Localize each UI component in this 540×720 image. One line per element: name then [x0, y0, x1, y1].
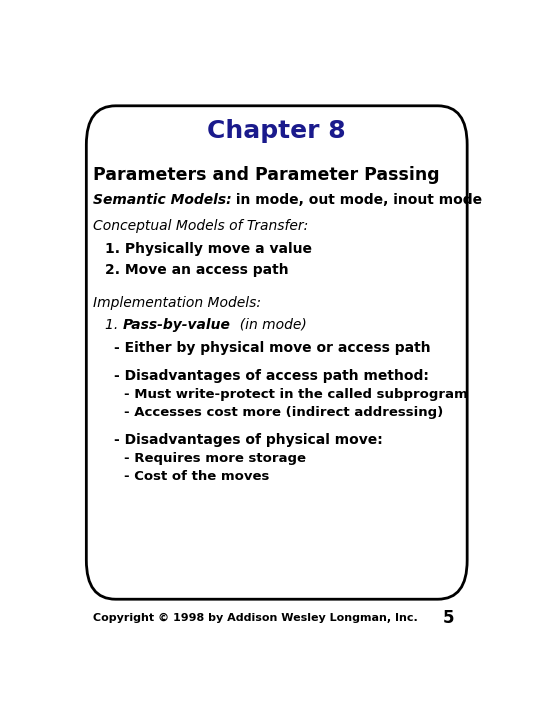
Text: (in mode): (in mode)	[231, 318, 306, 332]
Text: Conceptual Models of Transfer:: Conceptual Models of Transfer:	[93, 219, 308, 233]
Text: - Cost of the moves: - Cost of the moves	[124, 470, 269, 483]
FancyBboxPatch shape	[86, 106, 467, 599]
Text: in mode, out mode, inout mode: in mode, out mode, inout mode	[231, 193, 482, 207]
Text: Semantic Models:: Semantic Models:	[93, 193, 231, 207]
Text: Parameters and Parameter Passing: Parameters and Parameter Passing	[93, 166, 439, 184]
Text: - Disadvantages of physical move:: - Disadvantages of physical move:	[113, 433, 382, 447]
Text: 2. Move an access path: 2. Move an access path	[105, 264, 289, 277]
Text: - Disadvantages of access path method:: - Disadvantages of access path method:	[113, 369, 428, 383]
Text: - Accesses cost more (indirect addressing): - Accesses cost more (indirect addressin…	[124, 406, 443, 419]
Text: 5: 5	[443, 608, 454, 626]
Text: - Must write-protect in the called subprogram: - Must write-protect in the called subpr…	[124, 388, 468, 401]
Text: Copyright © 1998 by Addison Wesley Longman, Inc.: Copyright © 1998 by Addison Wesley Longm…	[93, 613, 417, 623]
Text: 1. Physically move a value: 1. Physically move a value	[105, 243, 312, 256]
Text: 1.: 1.	[105, 318, 123, 332]
Text: Pass-by-value: Pass-by-value	[123, 318, 231, 332]
Text: Implementation Models:: Implementation Models:	[93, 296, 261, 310]
Text: - Either by physical move or access path: - Either by physical move or access path	[113, 341, 430, 355]
Text: Chapter 8: Chapter 8	[207, 119, 346, 143]
Text: - Requires more storage: - Requires more storage	[124, 452, 306, 465]
